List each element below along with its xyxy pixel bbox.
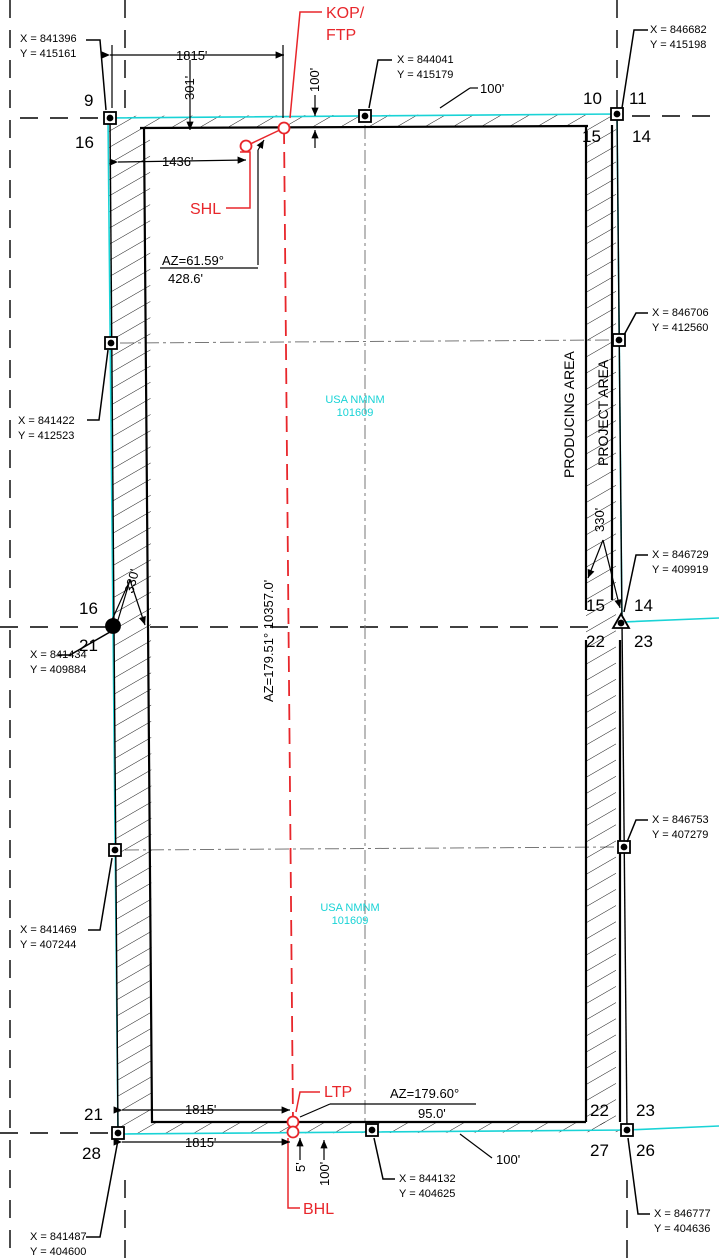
shl-distance: 428.6'	[168, 271, 203, 286]
bhl-azimuth: AZ=179.60°	[390, 1086, 459, 1101]
dim-301: 301'	[182, 76, 197, 100]
coord-x: X = 844132	[399, 1173, 456, 1185]
lease-labels: USA NMNM 101609 USA NMNM 101609	[320, 394, 384, 927]
dim-330: 330'	[592, 508, 607, 532]
setback-lines	[139, 124, 622, 1124]
coord-x: X = 841396	[20, 33, 77, 45]
well-azimuth: AZ=179.51° 10357.0'	[261, 580, 276, 702]
dim-100: 100'	[496, 1152, 520, 1167]
coord-x: X = 846729	[652, 549, 709, 561]
quarter-lines	[119, 125, 618, 1125]
shl-marker	[239, 139, 253, 153]
coord-y: Y = 404625	[399, 1188, 455, 1200]
coord-x: X = 846777	[654, 1208, 711, 1220]
monuments	[103, 107, 634, 1140]
section-21: 21	[84, 1105, 103, 1124]
section-16: 16	[79, 599, 98, 618]
coord-y: Y = 409884	[30, 664, 86, 676]
ftp-label: FTP	[326, 27, 356, 44]
dim-100: 100'	[480, 81, 504, 96]
section-22: 22	[590, 1101, 609, 1120]
coord-y: Y = 407279	[652, 829, 708, 841]
bhl-marker	[286, 1125, 300, 1139]
dim-5: 5'	[293, 1162, 308, 1172]
project-area-label: PROJECT AREA	[595, 359, 611, 466]
section-11: 11	[629, 89, 647, 108]
coord-y: Y = 415161	[20, 48, 76, 60]
ltp-label: LTP	[324, 1084, 352, 1101]
dim-1815: 1815'	[185, 1135, 216, 1150]
dim-100: 100'	[307, 68, 322, 92]
section-16: 16	[75, 133, 94, 152]
coord-y: Y = 412560	[652, 322, 708, 334]
lease-name: USA NMNM	[320, 902, 379, 914]
coord-y: Y = 407244	[20, 939, 76, 951]
coord-y: Y = 412523	[18, 430, 74, 442]
kop-label: KOP/	[326, 5, 365, 22]
section-15: 15	[582, 127, 601, 146]
kop-marker	[277, 121, 291, 135]
coord-x: X = 841434	[30, 649, 87, 661]
dimension-lines	[101, 45, 622, 1160]
shl-azimuth: AZ=61.59°	[162, 253, 224, 268]
coord-y: Y = 415179	[397, 69, 453, 81]
producing-area-label: PRODUCING AREA	[561, 351, 577, 478]
coord-x: X = 846753	[652, 814, 709, 826]
section-14: 14	[634, 596, 653, 615]
coord-x: X = 841469	[20, 924, 77, 936]
dim-1815-top: 1815'	[176, 48, 207, 63]
bhl-distance: 95.0'	[418, 1106, 446, 1121]
area-labels: PRODUCING AREA PROJECT AREA	[561, 351, 611, 478]
dim-330: 330'	[121, 568, 142, 595]
dim-1436: 1436'	[162, 154, 193, 169]
coord-x: X = 841487	[30, 1231, 87, 1243]
section-14: 14	[632, 127, 651, 146]
section-9: 9	[84, 91, 93, 110]
well-point-labels: KOP/ FTP SHL LTP BHL	[190, 5, 365, 1218]
coord-x: X = 846682	[650, 24, 707, 36]
well-path	[226, 11, 322, 1209]
coordinate-labels: X = 841396 Y = 415161 X = 844041 Y = 415…	[18, 24, 711, 1258]
dimension-labels: 1815' 301' 100' 100' 1436' 330' 330' 181…	[121, 48, 607, 1186]
lease-name: USA NMNM	[325, 394, 384, 406]
bhl-label: BHL	[303, 1201, 334, 1218]
lease-number: 101609	[337, 407, 374, 419]
section-22: 22	[586, 632, 605, 651]
section-23: 23	[634, 632, 653, 651]
coord-y: Y = 404600	[30, 1246, 86, 1258]
lease-number: 101609	[332, 915, 369, 927]
section-28: 28	[82, 1144, 101, 1163]
coord-y: Y = 404636	[654, 1223, 710, 1235]
coord-y: Y = 409919	[652, 564, 708, 576]
coord-y: Y = 415198	[650, 39, 706, 51]
coord-x: X = 841422	[18, 415, 75, 427]
coord-x: X = 846706	[652, 307, 709, 319]
leader-lines	[58, 29, 650, 1238]
coord-x: X = 844041	[397, 54, 454, 66]
shl-label: SHL	[190, 201, 221, 218]
section-15: 15	[586, 596, 605, 615]
dim-1815: 1815'	[185, 1102, 216, 1117]
section-26: 26	[636, 1141, 655, 1160]
azimuth-labels: AZ=61.59° 428.6' AZ=179.51° 10357.0' AZ=…	[162, 253, 459, 1121]
dim-100: 100'	[317, 1162, 332, 1186]
section-numbers: 9 16 10 11 15 14 16 21 15 14 22 23 21 28…	[75, 89, 655, 1163]
section-10: 10	[583, 89, 602, 108]
section-27: 27	[590, 1141, 609, 1160]
section-23: 23	[636, 1101, 655, 1120]
section-21: 21	[79, 636, 98, 655]
